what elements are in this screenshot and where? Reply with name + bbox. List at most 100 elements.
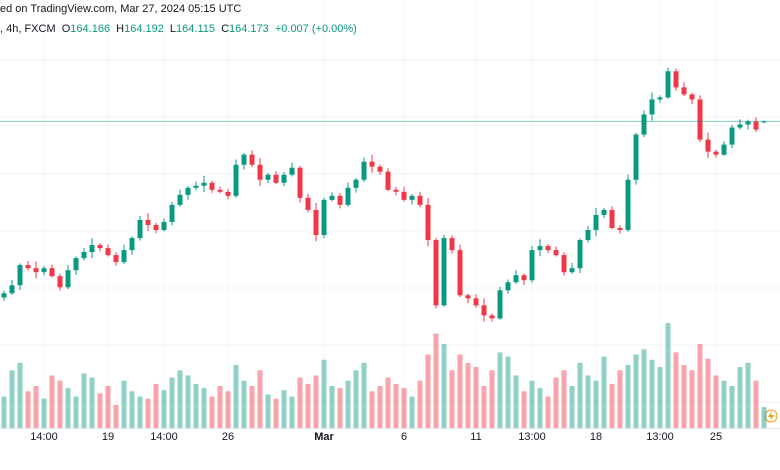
volume-bar	[121, 380, 127, 428]
candle-body	[601, 209, 607, 215]
volume-bar	[281, 390, 287, 428]
volume-bar	[689, 370, 695, 428]
candle-body	[417, 195, 423, 205]
candle-body	[81, 252, 87, 259]
volume-bar	[633, 354, 639, 428]
candle-body	[689, 94, 695, 100]
candle-body	[193, 185, 199, 188]
candle-body	[641, 114, 647, 135]
volume-bar	[465, 362, 471, 428]
candle-body	[313, 209, 319, 236]
candle-body	[753, 121, 759, 130]
candle-body	[289, 167, 295, 175]
candle-body	[497, 290, 503, 319]
candle-body	[225, 191, 231, 196]
volume-bar	[329, 386, 335, 428]
volume-bar	[401, 388, 407, 428]
volume-bar	[193, 383, 199, 428]
volume-bar	[601, 356, 607, 428]
candle-body	[617, 228, 623, 230]
volume-bar	[113, 404, 119, 428]
volume-bar	[753, 380, 759, 428]
volume-bar	[57, 380, 63, 428]
volume-bar	[321, 359, 327, 428]
x-tick-label: 19	[102, 431, 114, 443]
candle-body	[649, 99, 655, 115]
volume-bar	[481, 386, 487, 428]
candle-body	[97, 245, 103, 249]
candle-body	[345, 187, 351, 205]
volume-bar	[409, 396, 415, 428]
candle-body	[481, 305, 487, 316]
candle-body	[137, 219, 143, 239]
volume-bar	[305, 383, 311, 428]
volume-bar	[265, 394, 271, 428]
change: +0.007 (+0.00%)	[274, 23, 357, 35]
ohlc-value: 164.173	[229, 23, 269, 35]
volume-bar	[545, 396, 551, 428]
candle-body	[337, 195, 343, 205]
volume-bar	[393, 383, 399, 428]
candle-body	[217, 189, 223, 192]
volume-bar	[185, 375, 191, 428]
alert-icon-bolt	[768, 411, 774, 421]
x-tick-label: Mar	[314, 431, 334, 443]
candle-body	[697, 99, 703, 140]
candle-body	[113, 255, 119, 263]
volume-bar	[41, 398, 47, 428]
candle-body	[201, 182, 207, 186]
volume-bar	[449, 370, 455, 428]
volume-bar	[65, 388, 71, 428]
volume-bar	[417, 380, 423, 428]
candle-body	[393, 189, 399, 192]
volume-bar	[569, 386, 575, 428]
volume-bar	[617, 370, 623, 428]
candle-body	[441, 238, 447, 306]
x-tick-label: 25	[710, 431, 722, 443]
ohlc-value: 164.192	[124, 23, 164, 35]
volume-bar	[97, 393, 103, 428]
candle-body	[585, 229, 591, 241]
candle-body	[321, 199, 327, 236]
candle-body	[489, 315, 495, 319]
candle-body	[377, 166, 383, 172]
volume-bar	[521, 391, 527, 428]
volume-bar	[273, 398, 279, 428]
ohlc-value: 164.166	[70, 23, 111, 35]
candle-body	[457, 250, 463, 296]
volume-bar	[129, 391, 135, 428]
volume-bar	[249, 386, 255, 428]
volume-bar	[697, 344, 703, 428]
candle-body	[425, 204, 431, 241]
candle-body	[729, 127, 735, 145]
x-tick-label: 13:00	[646, 431, 674, 443]
candle-body	[665, 71, 671, 98]
candle-body	[545, 246, 551, 251]
volume-bar	[441, 344, 447, 428]
volume-bar	[553, 377, 559, 428]
candle-body	[265, 174, 271, 180]
candle-body	[41, 268, 47, 273]
candle-body	[281, 174, 287, 183]
volume-bar	[337, 388, 343, 428]
candle-body	[105, 248, 111, 256]
candle-body	[177, 194, 183, 205]
candle-body	[153, 224, 159, 230]
candle-body	[9, 285, 15, 294]
volume-bar	[1, 396, 7, 428]
volume-bar	[9, 370, 15, 428]
candle-body	[361, 161, 367, 180]
candle-body	[33, 268, 39, 273]
candle-body	[25, 265, 31, 269]
candle-body	[433, 240, 439, 306]
ohlc-label: H	[116, 23, 125, 35]
volume-bar	[17, 362, 23, 428]
volume-bar	[745, 362, 751, 428]
candle-body	[537, 246, 543, 251]
x-tick-label: 18	[590, 431, 602, 443]
candle-body	[593, 214, 599, 230]
candle-body	[49, 268, 55, 277]
candle-body	[657, 97, 663, 100]
volume-bar	[289, 396, 295, 428]
